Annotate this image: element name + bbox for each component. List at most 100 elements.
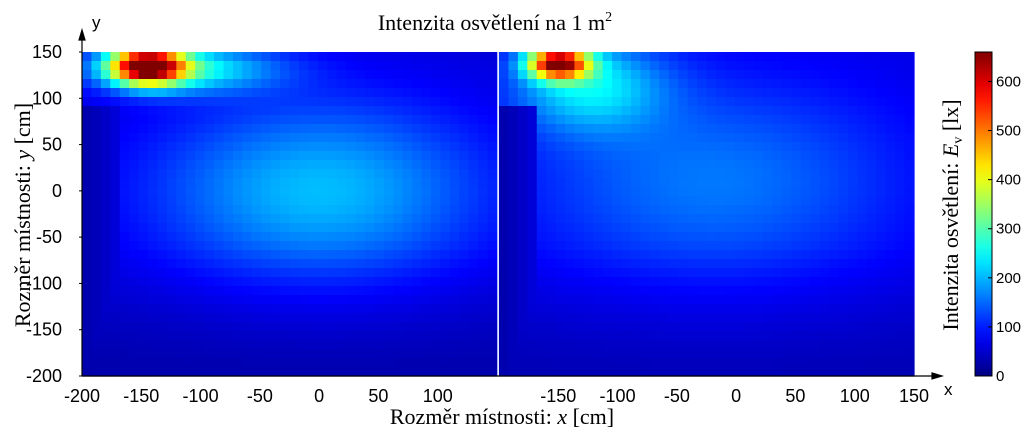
heatmap-cell xyxy=(819,160,830,170)
heatmap-cell xyxy=(317,124,328,134)
heatmap-cell xyxy=(223,358,234,368)
heatmap-cell xyxy=(734,214,745,224)
heatmap-cell xyxy=(847,88,859,98)
heatmap-cell xyxy=(697,232,708,242)
heatmap-cell xyxy=(355,331,366,341)
heatmap-cell xyxy=(706,322,717,332)
heatmap-cell xyxy=(430,232,442,242)
heatmap-cell xyxy=(857,160,868,170)
heatmap-cell xyxy=(100,214,111,224)
heatmap-cell xyxy=(631,304,642,314)
heatmap-cell xyxy=(536,196,547,206)
heatmap-cell xyxy=(734,142,745,152)
heatmap-cell xyxy=(185,232,196,242)
heatmap-cell xyxy=(91,142,102,152)
heatmap-cell xyxy=(355,115,366,125)
heatmap-cell xyxy=(138,169,149,179)
heatmap-cell xyxy=(715,250,726,260)
heatmap-cell xyxy=(895,232,906,242)
heatmap-cell xyxy=(602,133,613,143)
heatmap-cell xyxy=(791,115,802,125)
heatmap-cell xyxy=(157,52,168,62)
heatmap-cell xyxy=(763,187,774,197)
heatmap-cell xyxy=(583,61,594,71)
heatmap-cell xyxy=(289,115,300,125)
heatmap-cell xyxy=(110,133,121,143)
heatmap-cell xyxy=(166,367,177,377)
heatmap-cell xyxy=(781,268,792,278)
heatmap-cell xyxy=(763,88,774,98)
heatmap-cell xyxy=(280,178,291,188)
heatmap-cell xyxy=(781,133,792,143)
heatmap-cell xyxy=(185,142,196,152)
heatmap-cell xyxy=(546,331,557,341)
x-axis-label-var: x xyxy=(556,404,567,429)
heatmap-cell xyxy=(715,61,726,71)
heatmap-cell xyxy=(838,259,849,269)
heatmap-cell xyxy=(612,61,623,71)
heatmap-cell xyxy=(148,259,159,269)
heatmap-cell xyxy=(204,178,215,188)
heatmap-cell xyxy=(364,277,375,287)
heatmap-cell xyxy=(763,79,774,89)
heatmap-cell xyxy=(440,250,451,260)
heatmap-cell xyxy=(119,268,130,278)
heatmap-cell xyxy=(364,340,375,350)
heatmap-cell xyxy=(374,205,385,215)
heatmap-cell xyxy=(659,142,670,152)
heatmap-cell xyxy=(317,88,328,98)
heatmap-cell xyxy=(536,304,547,314)
heatmap-cell xyxy=(753,277,764,287)
heatmap-cell xyxy=(346,124,357,134)
heatmap-cell xyxy=(421,340,432,350)
heatmap-cell xyxy=(847,286,859,296)
heatmap-cell xyxy=(668,79,679,89)
heatmap-cell xyxy=(487,358,498,368)
heatmap-cell xyxy=(593,250,604,260)
heatmap-cell xyxy=(421,358,432,368)
heatmap-cell xyxy=(772,88,783,98)
x-tick-label: 50 xyxy=(785,386,805,406)
heatmap-cell xyxy=(440,286,451,296)
heatmap-cell xyxy=(468,151,479,161)
heatmap-cell xyxy=(829,151,840,161)
heatmap-cell xyxy=(631,115,642,125)
heatmap-cell xyxy=(270,277,281,287)
heatmap-cell xyxy=(204,259,215,269)
heatmap-cell xyxy=(223,88,234,98)
heatmap-cell xyxy=(298,295,309,305)
heatmap-cell xyxy=(412,187,423,197)
heatmap-cell xyxy=(866,331,877,341)
heatmap-cell xyxy=(649,241,660,251)
heatmap-cell xyxy=(478,322,489,332)
heatmap-cell xyxy=(251,232,262,242)
heatmap-cell xyxy=(449,61,460,71)
heatmap-cell xyxy=(317,277,328,287)
heatmap-cell xyxy=(412,232,423,242)
heatmap-cell xyxy=(280,70,291,80)
heatmap-cell xyxy=(659,322,670,332)
heatmap-cell xyxy=(280,295,291,305)
heatmap-cell xyxy=(110,223,121,233)
heatmap-cell xyxy=(148,250,159,260)
heatmap-cell xyxy=(280,349,291,359)
heatmap-cell xyxy=(487,52,498,62)
heatmap-cell xyxy=(508,61,519,71)
heatmap-cell xyxy=(487,223,498,233)
heatmap-cell xyxy=(298,187,309,197)
heatmap-cell xyxy=(317,259,328,269)
heatmap-cell xyxy=(536,160,547,170)
heatmap-cell xyxy=(487,205,498,215)
heatmap-cell xyxy=(166,61,177,71)
heatmap-cell xyxy=(517,349,528,359)
heatmap-cell xyxy=(640,259,651,269)
heatmap-cell xyxy=(364,88,375,98)
heatmap-cell xyxy=(829,349,840,359)
heatmap-cell xyxy=(857,277,868,287)
heatmap-cell xyxy=(82,286,93,296)
heatmap-cell xyxy=(176,196,187,206)
heatmap-cell xyxy=(421,124,432,134)
heatmap-cell xyxy=(697,115,708,125)
heatmap-cell xyxy=(517,187,528,197)
heatmap-cell xyxy=(166,70,177,80)
